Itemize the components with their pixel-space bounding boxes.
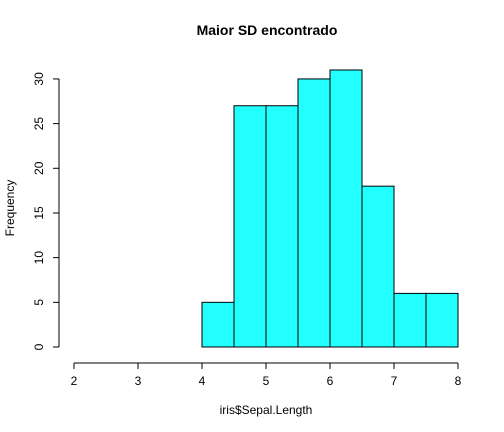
histogram-bar-1 [233, 105, 267, 348]
histogram-bar-7 [425, 292, 459, 348]
y-tick-label-2: 10 [32, 251, 46, 265]
bars-group [201, 69, 459, 348]
histogram-bar-0 [201, 301, 235, 348]
histogram-bar-5 [361, 185, 395, 348]
histogram-bar-2 [265, 105, 299, 348]
y-tick-label-3: 15 [32, 206, 46, 220]
x-axis-label: iris$Sepal.Length [220, 403, 313, 417]
x-tick-label-0: 2 [71, 374, 78, 388]
histogram-bar-6 [393, 292, 427, 348]
x-tick-label-3: 5 [263, 374, 270, 388]
x-axis: 2 3 4 5 6 7 8 [71, 362, 462, 388]
y-tick-label-6: 30 [32, 72, 46, 86]
x-tick-label-4: 6 [327, 374, 334, 388]
y-tick-label-1: 5 [32, 299, 46, 306]
x-tick-label-2: 4 [199, 374, 206, 388]
y-axis-label: Frequency [3, 180, 17, 237]
x-tick-label-5: 7 [391, 374, 398, 388]
y-tick-label-4: 20 [32, 161, 46, 175]
y-tick-label-0: 0 [32, 343, 46, 350]
y-axis: 0 5 10 15 20 25 30 [32, 72, 60, 350]
histogram-bar-3 [297, 78, 331, 348]
histogram-bar-4 [329, 69, 363, 348]
chart-title: Maior SD encontrado [197, 22, 338, 38]
x-tick-label-1: 3 [135, 374, 142, 388]
x-tick-label-6: 8 [455, 374, 462, 388]
y-tick-label-5: 25 [32, 117, 46, 131]
